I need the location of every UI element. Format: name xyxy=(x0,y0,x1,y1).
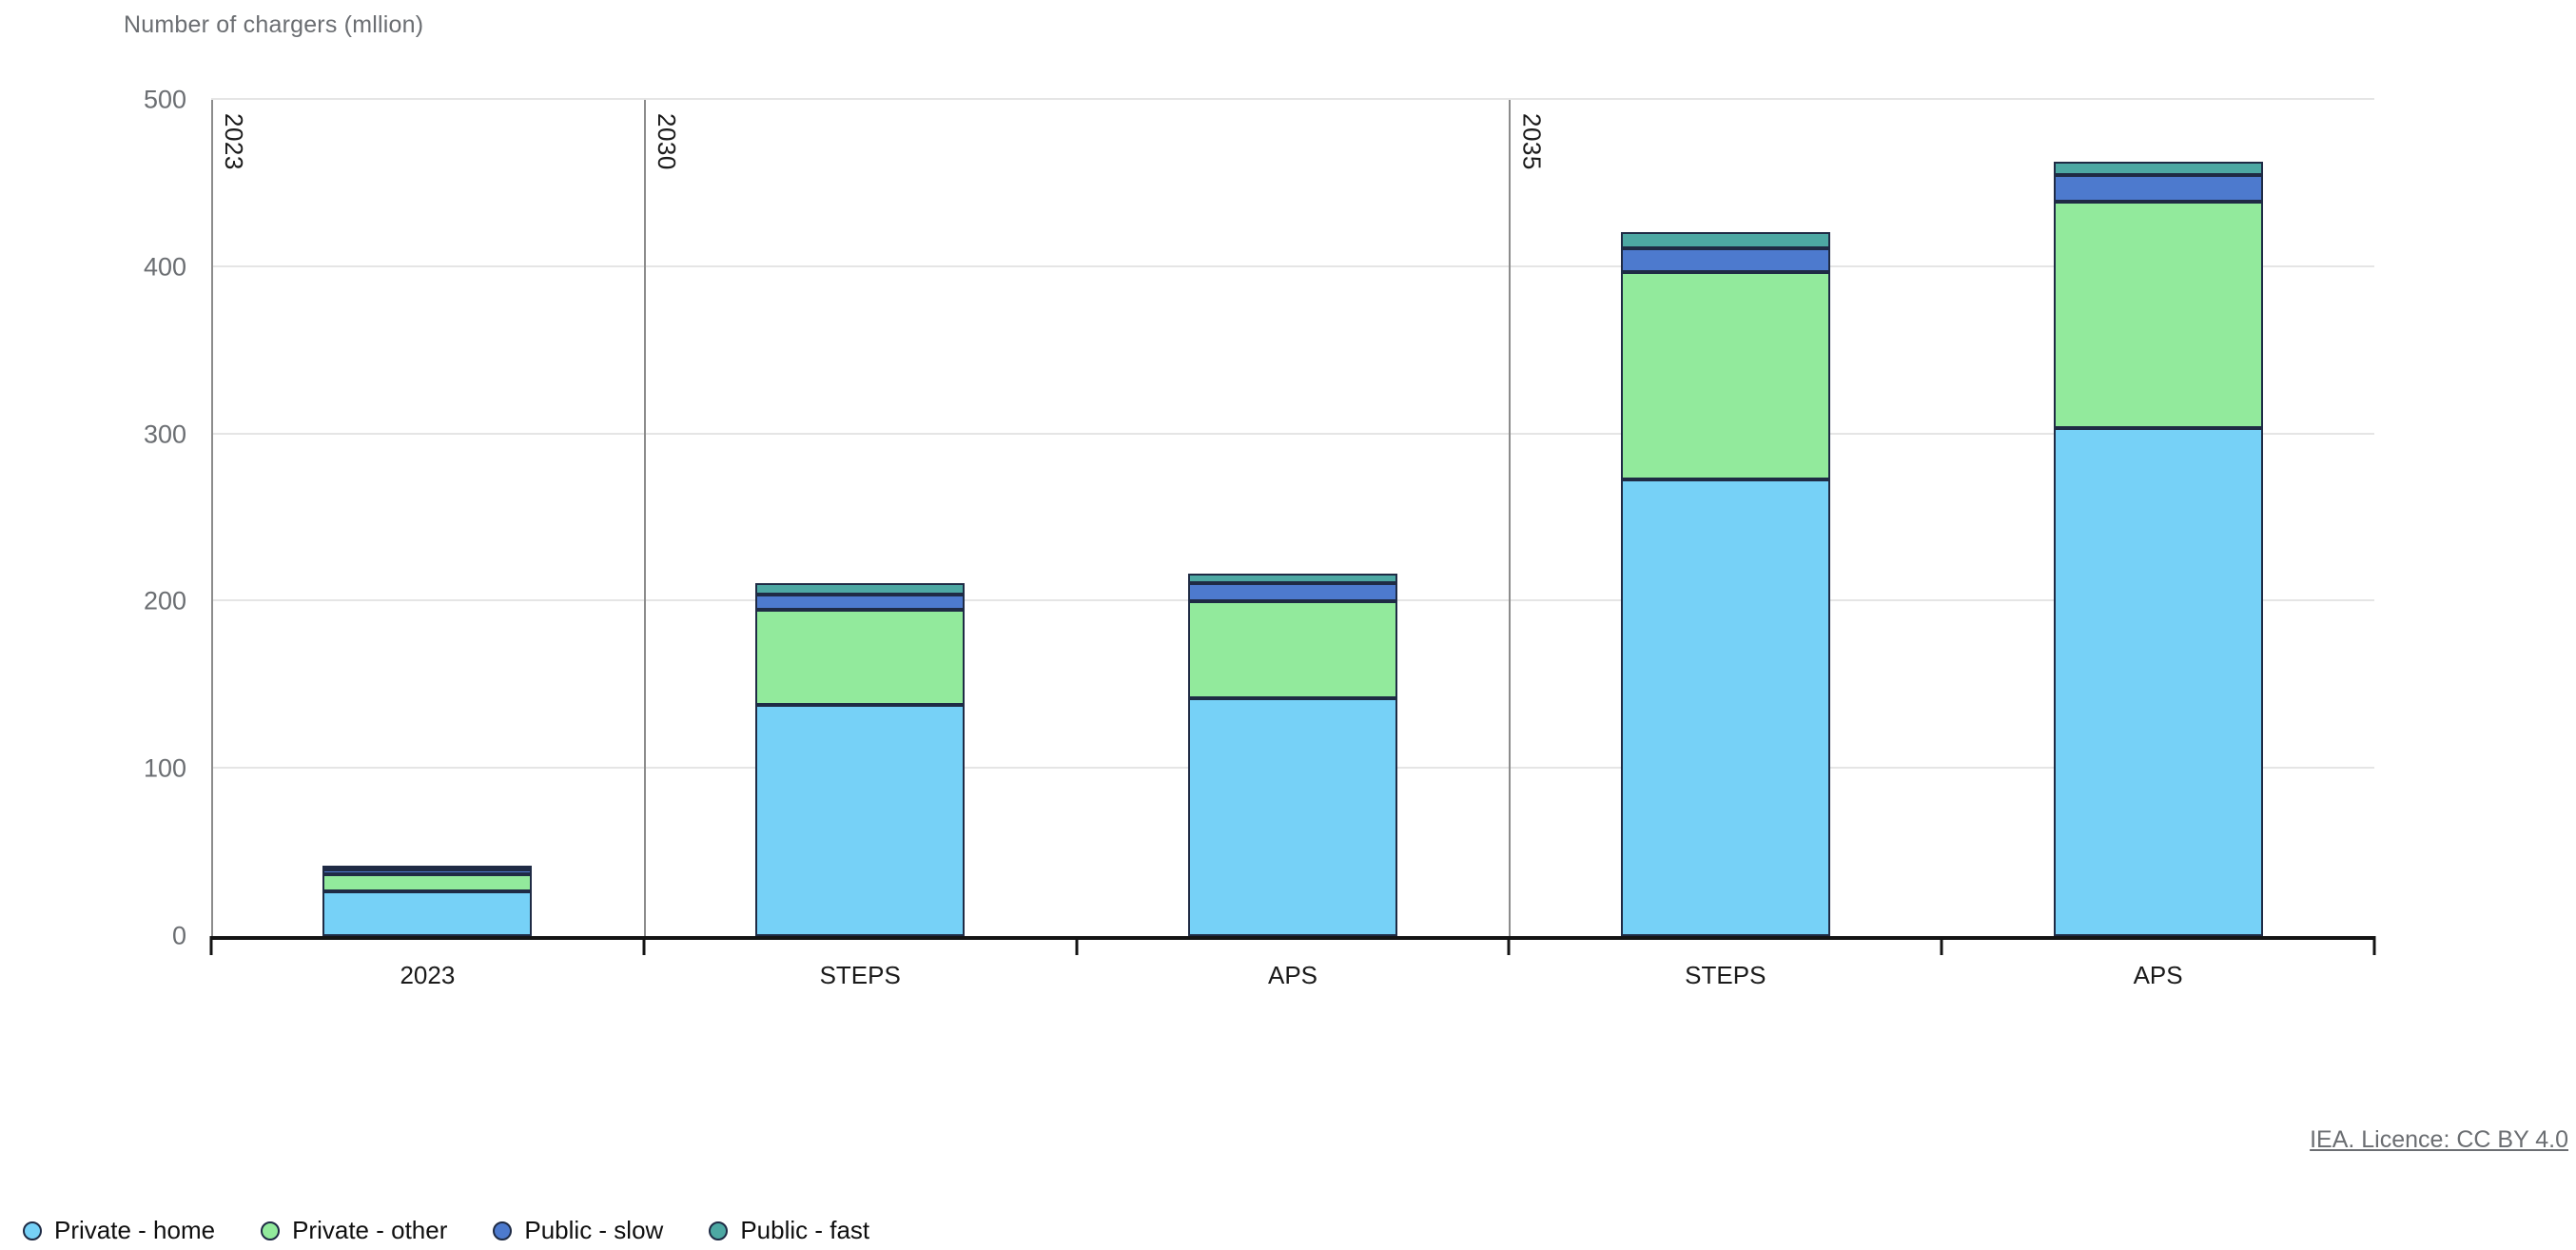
legend-marker-icon xyxy=(23,1221,42,1240)
year-divider xyxy=(643,100,646,936)
y-axis-tick-label: 500 xyxy=(143,85,186,114)
bar-segment-public-slow[interactable] xyxy=(322,869,533,874)
legend-item-public-slow[interactable]: Public - slow xyxy=(493,1216,663,1245)
year-label: 2023 xyxy=(220,113,248,170)
bar-segment-public-slow[interactable] xyxy=(1188,583,1397,602)
bar-segment-public-fast[interactable] xyxy=(2053,162,2263,176)
x-axis-category-label: STEPS xyxy=(819,961,901,989)
bar-segment-private-home[interactable] xyxy=(1188,698,1397,936)
legend-item-public-fast[interactable]: Public - fast xyxy=(709,1216,869,1245)
legend-marker-icon xyxy=(709,1221,729,1240)
bar-segment-private-home[interactable] xyxy=(322,890,533,936)
bar-segment-public-fast[interactable] xyxy=(1620,231,1830,249)
chart-title: Number of chargers (mllion) xyxy=(124,11,424,38)
legend-label: Public - slow xyxy=(524,1216,664,1244)
bar-segment-public-fast[interactable] xyxy=(1188,573,1397,584)
axis-tick xyxy=(1940,936,1943,955)
bar-segment-public-slow[interactable] xyxy=(1620,248,1830,273)
bar-segment-public-slow[interactable] xyxy=(755,595,966,611)
licence-link[interactable]: IEA. Licence: CC BY 4.0 xyxy=(2310,1126,2568,1153)
bar-aps-2 xyxy=(1188,100,1397,936)
bar-segment-private-home[interactable] xyxy=(1620,479,1830,936)
bar-2023-0 xyxy=(322,100,533,936)
bar-segment-private-home[interactable] xyxy=(2053,427,2263,936)
gridline xyxy=(211,432,2374,435)
year-divider xyxy=(211,100,213,936)
y-axis-tick-label: 100 xyxy=(143,753,186,783)
axis-tick xyxy=(1507,936,1511,955)
bar-segment-private-home[interactable] xyxy=(755,705,966,936)
legend-label: Private - home xyxy=(54,1216,216,1244)
legend-label: Private - other xyxy=(292,1216,448,1244)
x-axis-category-label: APS xyxy=(1267,961,1318,989)
axis-tick xyxy=(2372,936,2376,955)
legend: Private - home Private - other Public - sl… xyxy=(23,1216,869,1245)
y-axis-tick-label: 400 xyxy=(143,252,186,282)
legend-item-private-other[interactable]: Private - other xyxy=(261,1216,447,1245)
year-divider xyxy=(1509,100,1512,936)
legend-marker-icon xyxy=(261,1221,281,1240)
year-label: 2035 xyxy=(1517,113,1547,170)
bar-segment-private-other[interactable] xyxy=(2053,202,2263,428)
axis-tick xyxy=(1075,936,1079,955)
bar-steps-1 xyxy=(755,100,966,936)
bar-segment-public-fast[interactable] xyxy=(755,583,966,596)
bar-segment-public-slow[interactable] xyxy=(2053,175,2263,203)
bar-aps-4 xyxy=(2053,100,2263,936)
y-axis-tick-label: 200 xyxy=(143,586,186,615)
axis-tick xyxy=(642,936,646,955)
legend-marker-icon xyxy=(493,1221,513,1240)
x-axis-category-label: APS xyxy=(2133,961,2183,989)
x-axis-category-label: STEPS xyxy=(1685,961,1766,989)
bar-segment-private-other[interactable] xyxy=(1188,601,1397,699)
axis-tick xyxy=(209,936,213,955)
plot-area: 2023 2030 2035 2023 STEPS APS STEPS APS xyxy=(209,98,2376,989)
gridline xyxy=(211,264,2374,267)
bar-segment-public-fast[interactable] xyxy=(322,865,533,869)
y-axis-tick-label: 0 xyxy=(171,921,186,950)
bar-segment-private-other[interactable] xyxy=(322,873,533,891)
bar-segment-private-other[interactable] xyxy=(1620,272,1830,480)
bar-steps-3 xyxy=(1620,100,1830,936)
x-axis-category-label: 2023 xyxy=(400,961,456,989)
x-axis-line xyxy=(211,936,2374,940)
y-axis-tick-label: 300 xyxy=(143,420,186,449)
gridline xyxy=(211,98,2374,100)
legend-label: Public - fast xyxy=(740,1216,870,1244)
bar-segment-private-other[interactable] xyxy=(755,610,966,706)
year-label: 2030 xyxy=(652,113,681,170)
legend-item-private-home[interactable]: Private - home xyxy=(23,1216,215,1245)
